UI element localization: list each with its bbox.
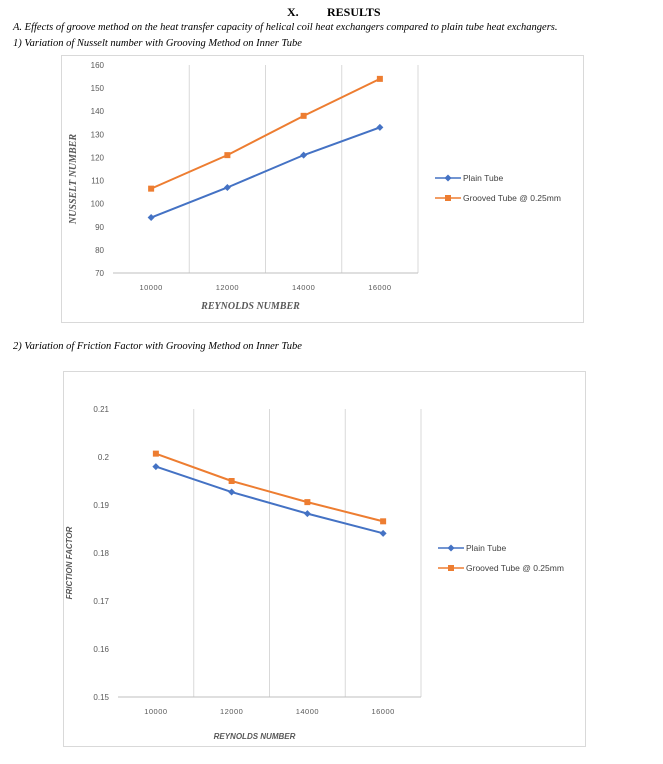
data-point-square	[228, 478, 235, 484]
data-point-diamond	[228, 488, 236, 496]
y-axis-title: NUSSELT NUMBER	[68, 134, 79, 225]
data-point-diamond	[147, 214, 155, 222]
data-point-square	[224, 152, 231, 159]
series-line	[155, 452, 384, 523]
subsection-a-heading: A. Effects of groove method on the heat …	[13, 22, 558, 33]
y-tick-label: 0.15	[93, 693, 109, 702]
y-tick-label: 120	[91, 153, 105, 162]
legend-label: Plain Tube	[466, 543, 507, 553]
data-point-diamond	[223, 183, 231, 191]
y-tick-label: 150	[91, 84, 105, 93]
x-axis-title: REYNOLDS NUMBER	[200, 301, 300, 312]
y-tick-label: 100	[91, 200, 105, 209]
nusselt-chart-legend: Plain Tube Grooved Tube @ 0.25mm	[435, 168, 561, 208]
x-tick-label: 12000	[216, 283, 239, 292]
legend-item-plain-tube: Plain Tube	[438, 538, 564, 558]
nusselt-number-chart-svg: 70 80 90 100 110 120 130 140 150 160 10000 12000 140…	[68, 61, 419, 312]
y-tick-label: 0.21	[93, 405, 109, 414]
section-title: RESULTS	[327, 5, 381, 19]
data-point-diamond	[376, 123, 384, 131]
data-point-diamond	[379, 529, 387, 537]
y-axis-title: FRICTION FACTOR	[65, 526, 74, 599]
series-line	[150, 77, 381, 190]
series-line	[150, 126, 381, 219]
nusselt-number-chart: 70 80 90 100 110 120 130 140 150 160 10000 12000 140…	[61, 55, 584, 323]
friction-factor-chart-svg: 0.15 0.16 0.17 0.18 0.19 0.2 0.21 10000 12000 140…	[65, 405, 422, 741]
legend-item-grooved-tube: Grooved Tube @ 0.25mm	[435, 188, 561, 208]
y-tick-label: 130	[91, 130, 105, 139]
data-point-diamond	[152, 463, 160, 471]
data-point-square	[304, 499, 311, 506]
data-point-diamond	[300, 151, 308, 159]
y-tick-label: 90	[95, 223, 104, 232]
data-point-square	[152, 450, 159, 457]
x-axis-title: REYNOLDS NUMBER	[214, 732, 296, 741]
y-tick-label: 160	[91, 61, 105, 70]
x-tick-label: 12000	[220, 707, 243, 716]
legend-diamond-marker-icon	[435, 174, 461, 182]
y-tick-label: 0.16	[93, 645, 109, 654]
data-point-square	[376, 75, 383, 82]
y-tick-label: 0.19	[93, 501, 109, 510]
y-tick-label: 110	[91, 177, 104, 186]
x-tick-label: 14000	[296, 707, 319, 716]
y-tick-label: 70	[95, 269, 104, 278]
y-tick-label: 0.17	[93, 597, 109, 606]
y-tick-label: 0.2	[98, 453, 110, 462]
subsection-2-heading: 2) Variation of Friction Factor with Gro…	[13, 341, 302, 352]
legend-square-marker-icon	[435, 195, 461, 201]
y-tick-label: 80	[95, 246, 104, 255]
section-number: X.	[287, 5, 299, 19]
legend-label: Plain Tube	[463, 173, 504, 183]
y-tick-label: 140	[91, 107, 105, 116]
data-point-diamond	[303, 510, 311, 518]
x-tick-label: 10000	[144, 707, 167, 716]
x-tick-label: 10000	[139, 283, 162, 292]
data-point-square	[148, 185, 155, 192]
legend-item-grooved-tube: Grooved Tube @ 0.25mm	[438, 558, 564, 578]
legend-label: Grooved Tube @ 0.25mm	[466, 563, 564, 573]
friction-factor-chart: 0.15 0.16 0.17 0.18 0.19 0.2 0.21 10000 12000 140…	[63, 371, 586, 747]
legend-diamond-marker-icon	[438, 544, 464, 552]
legend-item-plain-tube: Plain Tube	[435, 168, 561, 188]
data-point-square	[300, 112, 307, 119]
y-tick-label: 0.18	[93, 549, 109, 558]
series-line	[155, 465, 384, 535]
x-tick-label: 16000	[371, 707, 394, 716]
legend-label: Grooved Tube @ 0.25mm	[463, 193, 561, 203]
friction-chart-legend: Plain Tube Grooved Tube @ 0.25mm	[438, 538, 564, 578]
x-tick-label: 14000	[292, 283, 315, 292]
subsection-1-heading: 1) Variation of Nusselt number with Groo…	[13, 38, 302, 49]
x-tick-label: 16000	[368, 283, 391, 292]
data-point-square	[380, 518, 387, 525]
legend-square-marker-icon	[438, 565, 464, 571]
